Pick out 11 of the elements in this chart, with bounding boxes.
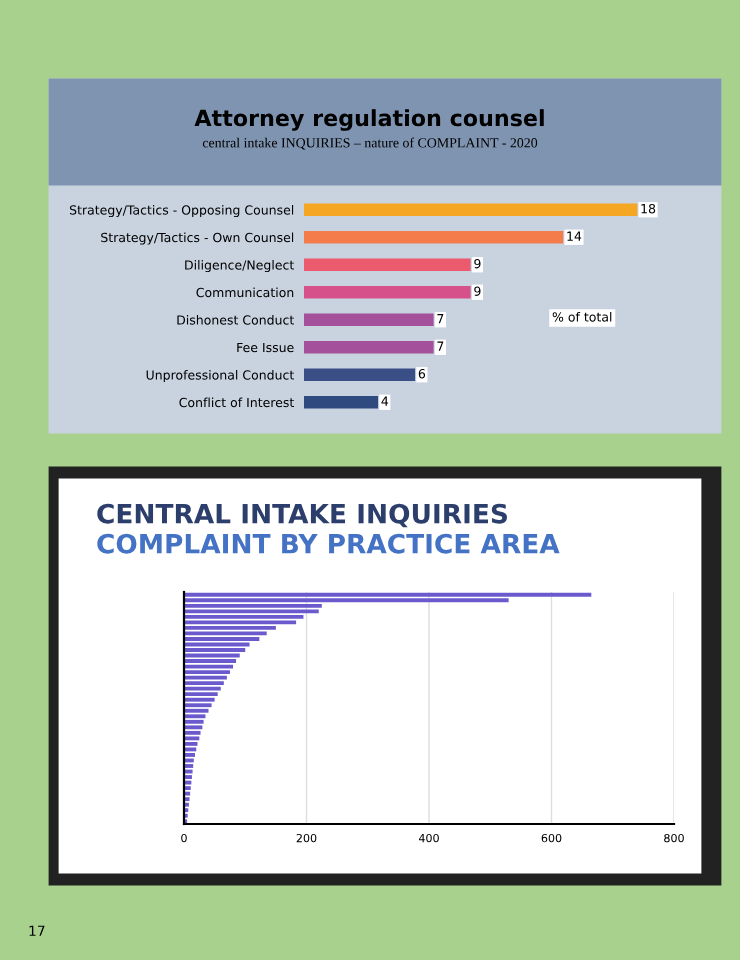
chart-title: Attorney regulation counsel [194, 109, 544, 131]
bar [304, 396, 379, 409]
bar [304, 231, 564, 244]
bar [304, 313, 434, 326]
bar [304, 368, 416, 381]
bar [304, 286, 471, 299]
bar [304, 203, 638, 216]
chart-title: CENTRAL INTAKE INQUIRIES [97, 503, 507, 528]
bar [304, 258, 471, 271]
bar [304, 341, 434, 354]
chart-subtitle: COMPLAINT BY PRACTICE AREA [97, 533, 560, 554]
